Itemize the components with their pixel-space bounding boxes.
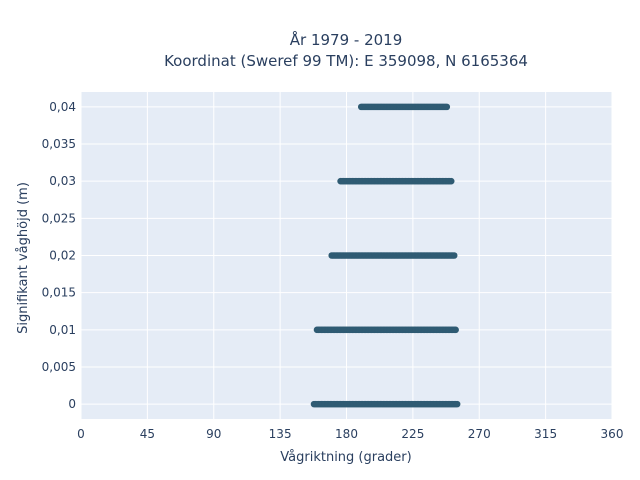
x-tick-label-2: 90 [206,427,221,441]
x-tick-label-3: 135 [269,427,292,441]
x-tick-label-1: 45 [140,427,155,441]
y-tick-label-7: 0,035 [42,137,76,151]
x-tick-label-0: 0 [77,427,85,441]
data-point [452,326,459,334]
data-point [450,252,458,259]
y-tick-label-3: 0,015 [42,286,76,300]
y-tick-label-5: 0,025 [42,211,76,225]
y-tick-label-2: 0,01 [49,323,76,337]
y-tick-label-4: 0,02 [49,249,76,263]
x-axis-title: Vågriktning (grader) [280,450,411,465]
y-tick-label-6: 0,03 [49,174,76,188]
y-tick-label-8: 0,04 [49,100,76,114]
y-axis-title: Signifikant våghöjd (m) [16,182,31,334]
chart-title-line-2: Koordinat (Sweref 99 TM): E 359098, N 61… [164,52,528,70]
data-point [443,103,451,111]
data-point [447,177,455,185]
x-tick-label-6: 270 [468,427,491,441]
x-tick-label-8: 360 [601,427,624,441]
chart-title-line-1: År 1979 - 2019 [290,30,403,49]
data-points [310,103,461,408]
y-tick-label-0: 0 [68,397,76,411]
x-tick-label-7: 315 [534,427,557,441]
data-point [453,400,461,408]
y-tick-label-1: 0,005 [42,360,76,374]
x-tick-label-5: 225 [401,427,424,441]
x-tick-label-4: 180 [335,427,358,441]
